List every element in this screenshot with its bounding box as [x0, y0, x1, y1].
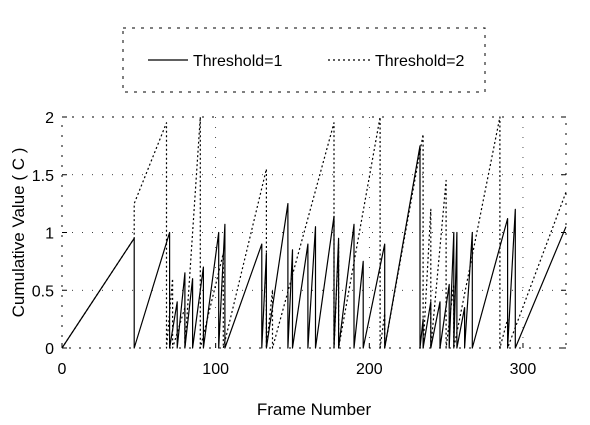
axis-ticks: 0 0.5 1 1.5 2 0 100 200 300 — [32, 110, 566, 378]
series-line-threshold-1 — [61, 145, 567, 349]
legend-label-threshold-2: Threshold=2 — [375, 53, 464, 70]
y-axis-label: Cumulative Value ( C ) — [9, 148, 28, 318]
x-tick-label: 0 — [58, 361, 67, 378]
y-tick-label: 0.5 — [32, 283, 54, 300]
x-axis-label: Frame Number — [257, 400, 372, 419]
x-tick-label: 200 — [356, 361, 383, 378]
axes-frame — [61, 116, 567, 349]
y-tick-label: 1.5 — [32, 168, 54, 185]
y-tick-label: 1 — [45, 226, 54, 243]
x-tick-label: 100 — [202, 361, 229, 378]
series-line-threshold-2 — [61, 116, 567, 349]
x-tick-label: 300 — [510, 361, 537, 378]
legend: Threshold=1 Threshold=2 — [122, 27, 486, 93]
y-tick-label: 0 — [45, 341, 54, 358]
grid — [62, 116, 566, 348]
legend-box — [122, 27, 486, 93]
series-group — [61, 116, 567, 349]
y-tick-label: 2 — [45, 110, 54, 127]
legend-label-threshold-1: Threshold=1 — [193, 53, 282, 70]
